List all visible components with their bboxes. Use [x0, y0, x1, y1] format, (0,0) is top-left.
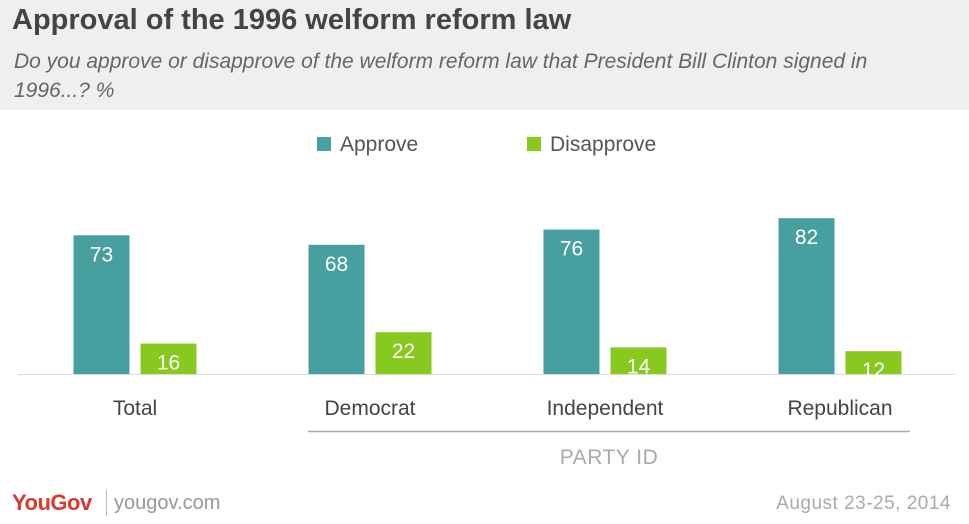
legend-swatch-disapprove [527, 137, 541, 151]
data-label-approve-independent: 76 [560, 238, 583, 261]
legend-label-approve: Approve [340, 133, 418, 156]
footer-site-link[interactable]: yougov.com [114, 492, 221, 514]
party-id-group-label: PARTY ID [560, 446, 659, 469]
category-label-republican: Republican [787, 397, 892, 420]
bar-approve-total [73, 235, 130, 374]
bar-disapprove-democrat [375, 332, 432, 374]
data-label-approve-republican: 82 [795, 226, 818, 249]
data-label-approve-democrat: 68 [325, 253, 348, 276]
yougov-logo: YouGov [12, 490, 92, 515]
data-label-disapprove-total: 16 [157, 352, 180, 375]
bar-disapprove-total [140, 343, 197, 374]
category-label-independent: Independent [547, 397, 664, 420]
bar-disapprove-republican [845, 351, 902, 374]
data-label-disapprove-republican: 12 [862, 359, 885, 382]
legend-label-disapprove: Disapprove [550, 133, 656, 156]
bar-approve-republican [778, 218, 835, 374]
bar-disapprove-independent [610, 347, 667, 374]
category-label-total: Total [113, 397, 157, 420]
bar-approve-democrat [308, 244, 365, 374]
data-label-disapprove-democrat: 22 [392, 340, 415, 363]
legend-swatch-approve [317, 137, 331, 151]
footer-divider [106, 490, 107, 516]
chart-title: Approval of the 1996 welform reform law [12, 4, 572, 36]
chart-header: Approval of the 1996 welform reform law … [0, 0, 969, 110]
survey-date: August 23-25, 2014 [776, 493, 951, 514]
chart-subtitle: Do you approve or disapprove of the welf… [14, 50, 868, 102]
data-label-disapprove-independent: 14 [627, 355, 651, 378]
data-label-approve-total: 73 [90, 243, 113, 266]
category-label-democrat: Democrat [324, 397, 415, 420]
bar-approve-independent [543, 229, 600, 374]
